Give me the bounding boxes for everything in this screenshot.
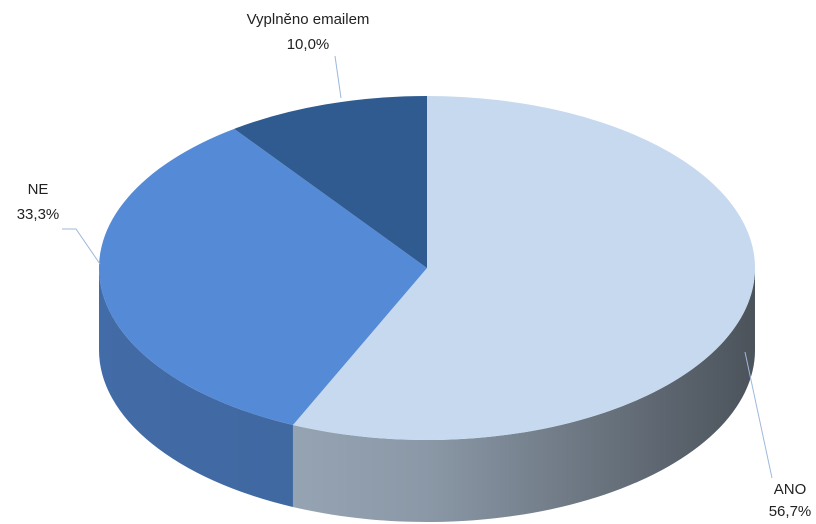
slice-label: ANO	[774, 481, 807, 498]
slice	[99, 128, 428, 425]
slice	[292, 96, 756, 440]
slice-label: NE	[28, 181, 49, 198]
leader-line	[334, 55, 342, 99]
slice-value-label: 56,7%	[769, 503, 812, 520]
slice-side-shade	[99, 268, 293, 507]
slice	[234, 96, 427, 268]
slice-value-label: 10,0%	[287, 36, 330, 53]
slice-value-label: 33,3%	[17, 206, 60, 223]
leader-line	[744, 351, 773, 479]
slice-side-shade	[292, 268, 755, 522]
leader-line	[62, 228, 101, 265]
slice-label: Vyplněno emailem	[247, 11, 370, 28]
